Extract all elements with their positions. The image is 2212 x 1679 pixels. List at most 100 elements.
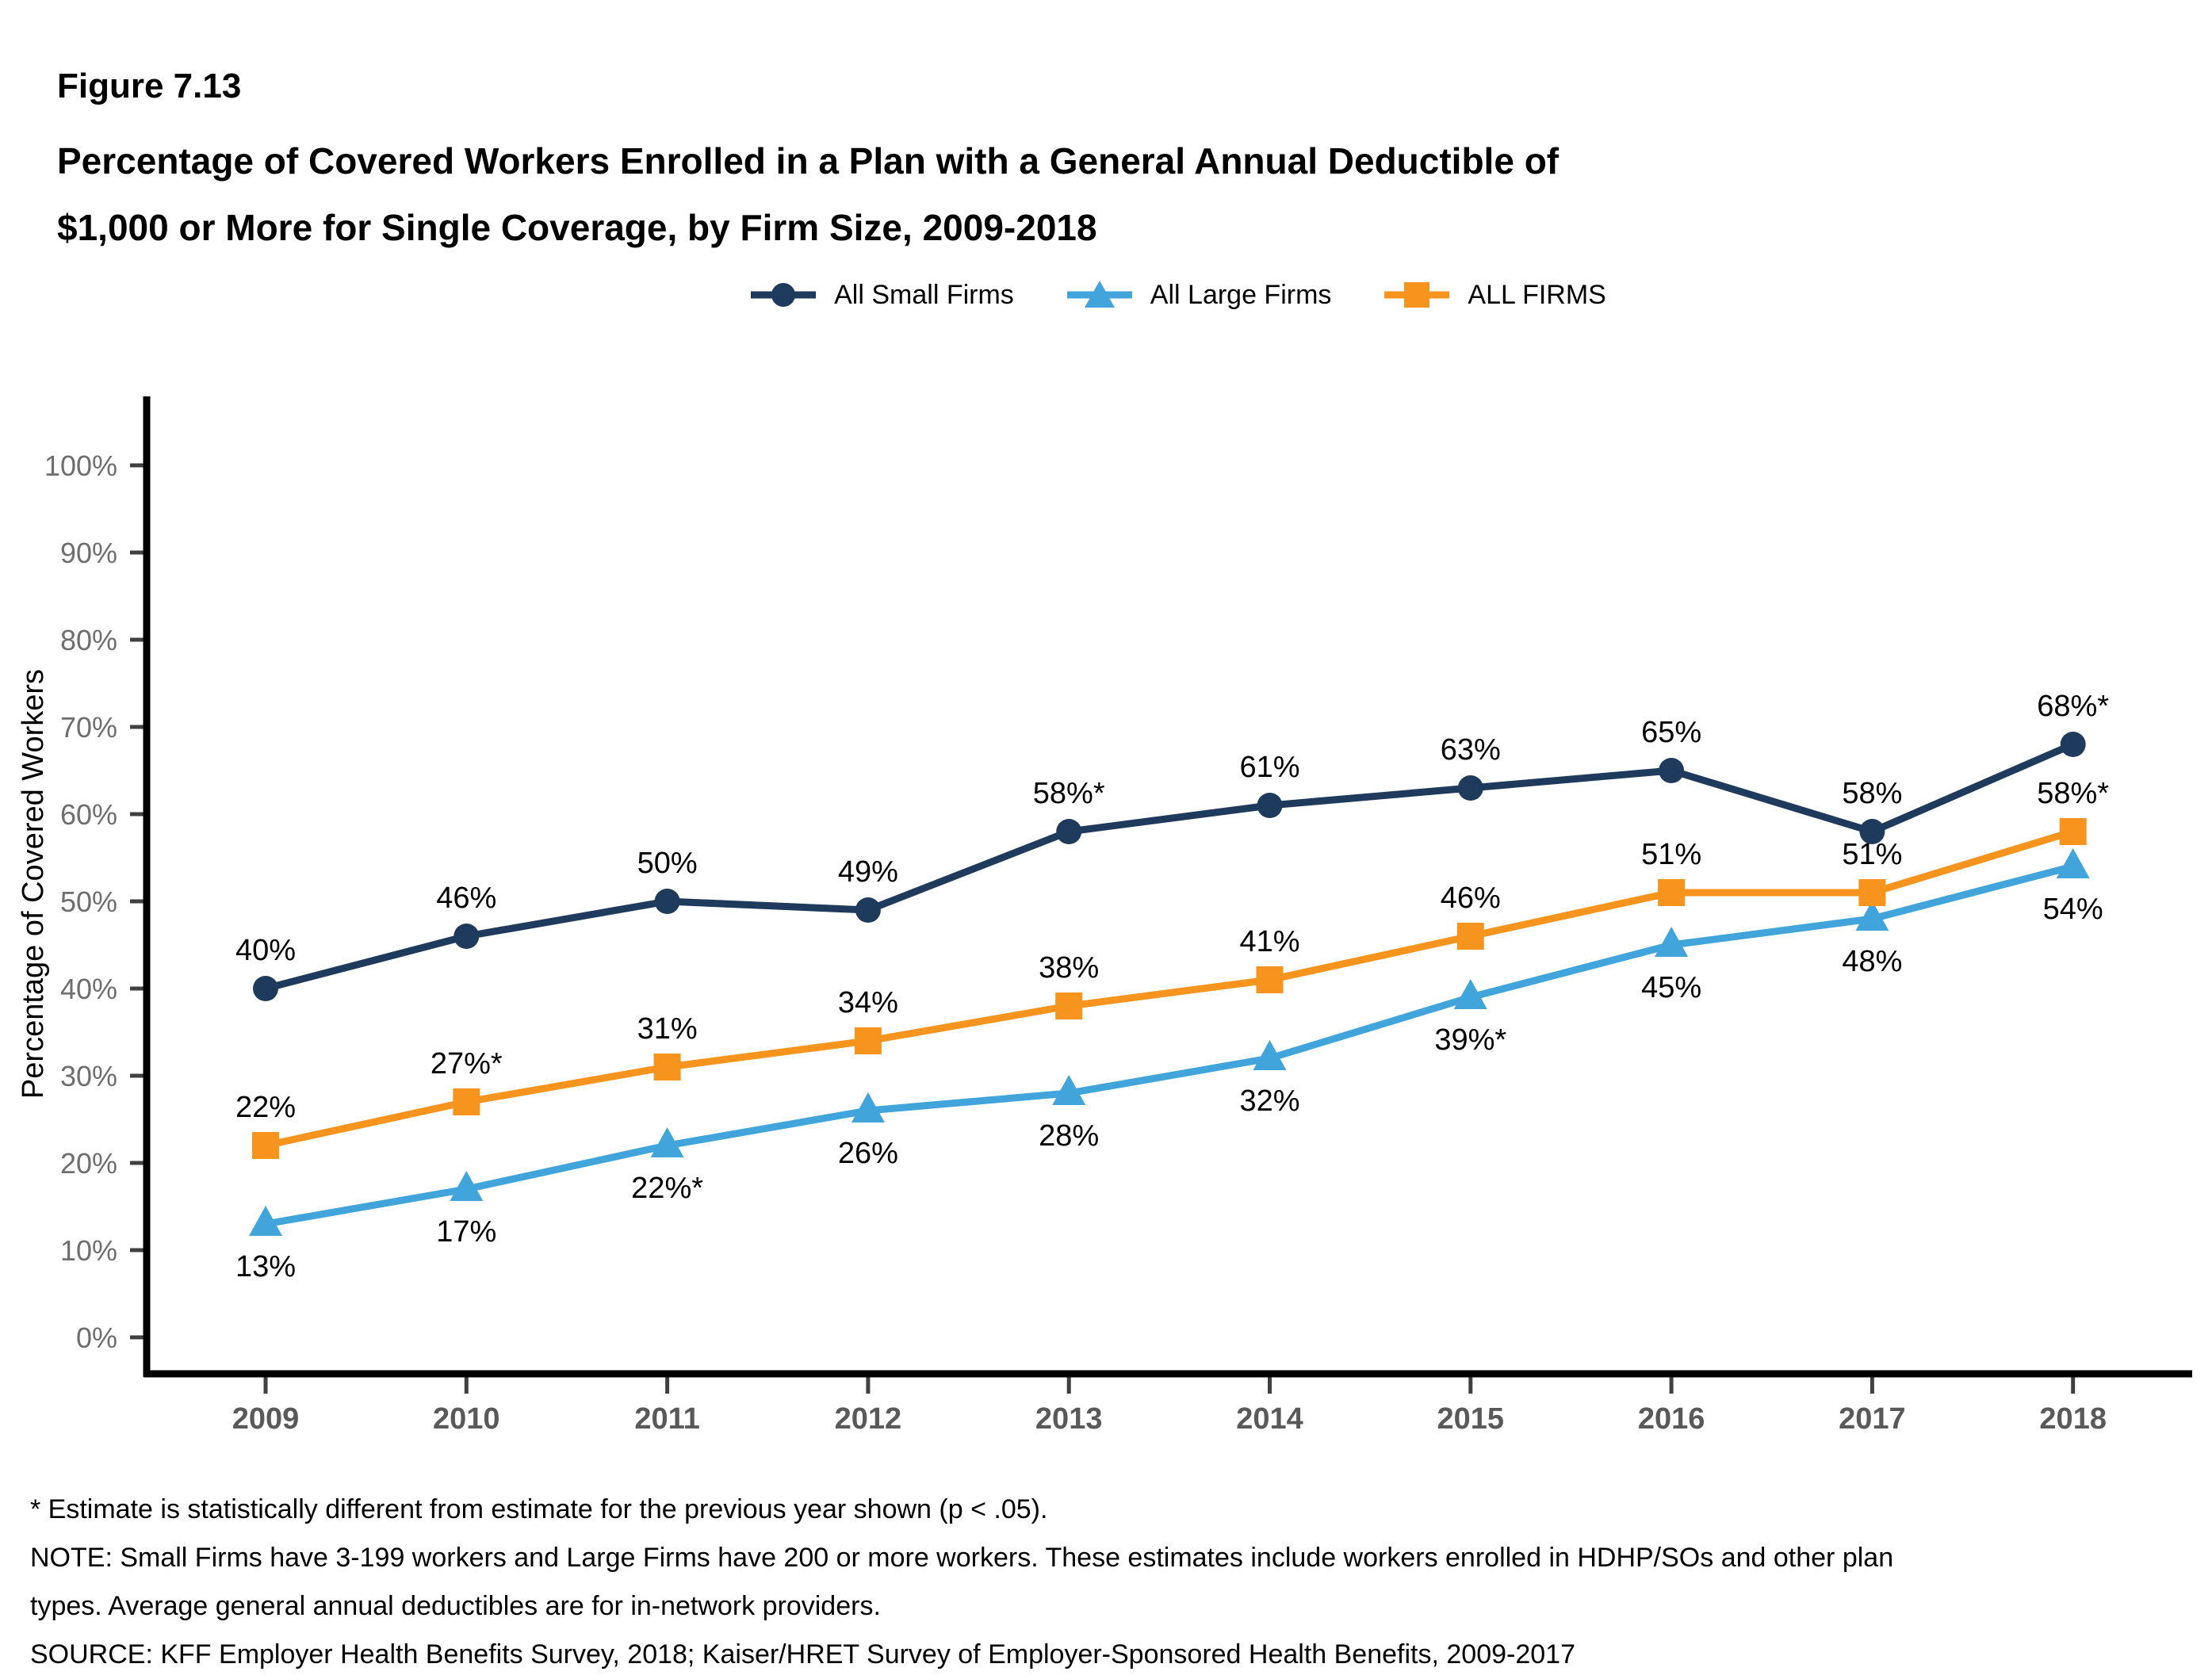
data-point-triangle: [1253, 1040, 1287, 1070]
data-point-triangle: [1855, 901, 1889, 931]
series-line-circle: [262, 740, 2077, 992]
data-point-circle: [1659, 758, 1685, 783]
legend-item: ALL FIRMS: [1382, 279, 1606, 311]
data-label: 46%: [1441, 882, 1501, 915]
chart-title-line2: $1,000 or More for Single Coverage, by F…: [57, 207, 1097, 248]
data-point-square: [854, 1027, 882, 1054]
y-tick-label: 10%: [60, 1234, 117, 1267]
data-label: 22%*: [631, 1172, 703, 1205]
data-label: 38%: [1039, 951, 1099, 985]
legend-label: ALL FIRMS: [1468, 279, 1606, 310]
x-tick-label: 2018: [2039, 1402, 2107, 1436]
x-tick-label: 2009: [232, 1402, 300, 1436]
y-tick-label: 60%: [60, 798, 117, 831]
data-label: 22%: [235, 1091, 296, 1124]
x-tick-label: 2017: [1839, 1402, 1906, 1436]
y-tick-label: 20%: [60, 1147, 117, 1180]
y-tick-label: 0%: [76, 1321, 117, 1354]
data-point-circle: [453, 924, 480, 949]
x-tick-label: 2010: [433, 1402, 500, 1436]
data-point-circle: [1859, 819, 1885, 844]
data-label: 40%: [235, 934, 296, 967]
footnote-note-2: types. Average general annual deductible…: [30, 1591, 881, 1621]
legend-item: All Large Firms: [1065, 279, 1332, 311]
data-label: 63%: [1441, 733, 1501, 767]
data-point-triangle: [851, 1092, 885, 1123]
data-label: 34%: [838, 986, 898, 1019]
y-tick-label: 100%: [44, 449, 117, 482]
legend-label: All Small Firms: [834, 279, 1014, 310]
data-label: 48%: [1842, 945, 1902, 978]
series-line-square: [262, 828, 2077, 1149]
x-tick-label: 2015: [1437, 1402, 1505, 1436]
y-axis-title: Percentage of Covered Workers: [17, 669, 50, 1099]
data-point-circle: [855, 897, 881, 923]
footnote-significance: * Estimate is statistically different fr…: [30, 1494, 1048, 1524]
data-point-square: [252, 1132, 279, 1159]
data-point-triangle: [650, 1127, 684, 1157]
series-line-triangle: [262, 862, 2077, 1228]
data-point-square: [2059, 818, 2087, 845]
footnotes: * Estimate is statistically different fr…: [30, 1486, 1893, 1679]
data-label: 50%: [637, 847, 698, 880]
chart-legend: All Small Firms All Large Firms ALL FIRMS: [0, 279, 2212, 311]
footnote-note-1: NOTE: Small Firms have 3-199 workers and…: [30, 1543, 1894, 1573]
data-label: 32%: [1239, 1084, 1299, 1118]
data-point-square: [1055, 992, 1083, 1019]
data-label: 13%: [235, 1250, 296, 1283]
data-label: 61%: [1239, 751, 1299, 784]
data-label: 27%*: [431, 1047, 503, 1080]
data-point-square: [1658, 879, 1686, 906]
x-tick-label: 2012: [835, 1402, 902, 1436]
data-label: 45%: [1641, 971, 1701, 1004]
data-label: 54%: [2043, 893, 2103, 926]
data-point-triangle: [1052, 1075, 1086, 1105]
legend-item: All Small Firms: [748, 279, 1014, 311]
data-label: 39%*: [1434, 1023, 1506, 1057]
x-tick-label: 2013: [1035, 1402, 1103, 1436]
data-label: 58%*: [2037, 777, 2109, 810]
data-label: 46%: [436, 882, 496, 915]
data-point-circle: [1257, 793, 1283, 818]
figure-number: Figure 7.13: [57, 67, 242, 105]
data-label: 17%: [436, 1215, 496, 1249]
data-label: 58%: [1842, 777, 1902, 810]
data-label: 65%: [1641, 716, 1701, 749]
data-point-triangle: [2056, 848, 2090, 878]
chart-title-line1: Percentage of Covered Workers Enrolled i…: [57, 140, 1559, 182]
data-point-square: [453, 1088, 480, 1115]
data-point-triangle: [249, 1206, 282, 1236]
data-point-circle: [1056, 819, 1082, 844]
data-point-triangle: [1453, 979, 1487, 1009]
data-label: 58%*: [1033, 777, 1105, 810]
data-point-triangle: [450, 1171, 484, 1201]
data-label: 49%: [838, 855, 898, 889]
y-tick-label: 50%: [60, 885, 117, 918]
data-point-circle: [2060, 732, 2086, 757]
data-point-triangle: [1655, 927, 1689, 957]
data-label: 31%: [637, 1012, 698, 1046]
y-tick-label: 30%: [60, 1060, 117, 1092]
data-point-circle: [654, 889, 680, 914]
data-point-square: [653, 1054, 681, 1080]
data-label: 41%: [1239, 925, 1299, 958]
y-tick-label: 90%: [60, 537, 117, 569]
data-point-square: [1858, 879, 1886, 906]
data-point-square: [1256, 966, 1284, 993]
footnote-source: SOURCE: KFF Employer Health Benefits Sur…: [30, 1639, 1575, 1669]
legend-label: All Large Firms: [1150, 279, 1332, 310]
x-tick-label: 2016: [1638, 1402, 1705, 1436]
x-tick-label: 2011: [634, 1402, 699, 1436]
data-label: 51%: [1641, 838, 1701, 871]
square-legend-icon: [1384, 282, 1450, 308]
data-label: 51%: [1842, 838, 1902, 871]
data-point-square: [1456, 923, 1484, 950]
circle-legend-icon: [751, 283, 817, 307]
data-label: 26%: [838, 1137, 898, 1170]
data-point-circle: [253, 976, 278, 1001]
x-tick-label: 2014: [1236, 1402, 1303, 1436]
triangle-legend-icon: [1066, 281, 1132, 308]
y-tick-label: 70%: [60, 711, 117, 744]
